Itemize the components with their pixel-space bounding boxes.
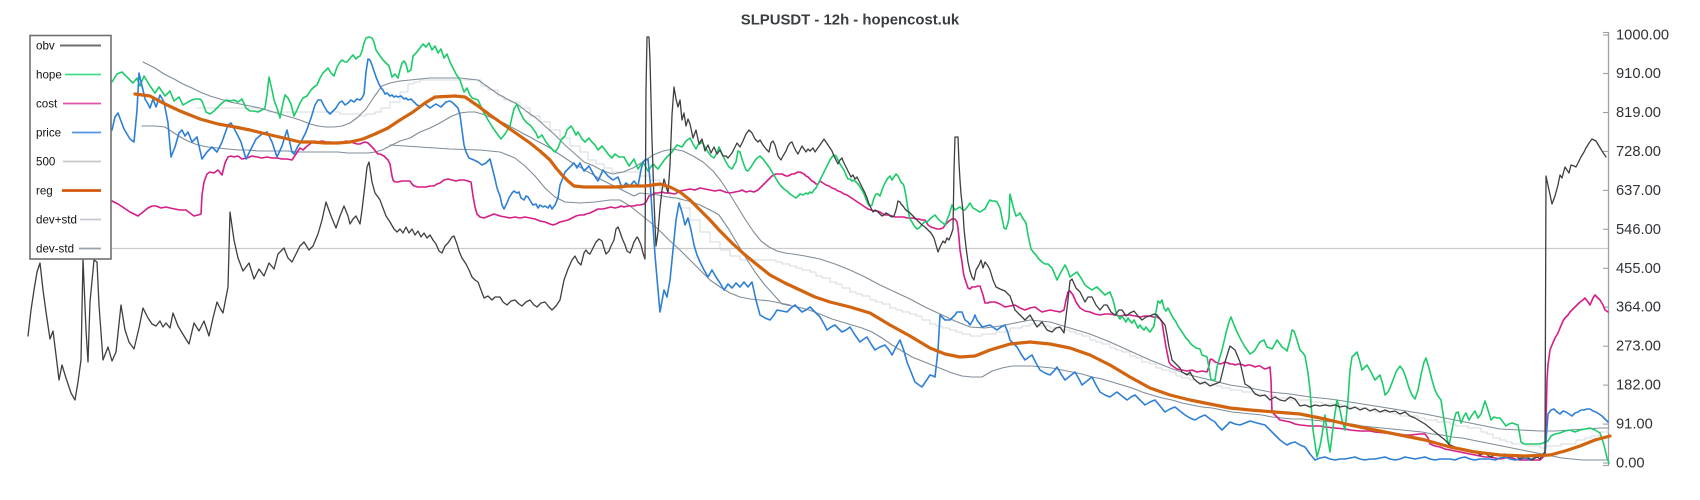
svg-text:455.00: 455.00 <box>1616 261 1661 277</box>
svg-text:546.00: 546.00 <box>1616 222 1661 238</box>
svg-text:obv: obv <box>36 40 55 53</box>
svg-text:cost: cost <box>36 98 58 111</box>
svg-text:819.00: 819.00 <box>1616 105 1661 121</box>
svg-text:182.00: 182.00 <box>1616 378 1661 394</box>
svg-text:SLPUSDT - 12h - hopencost.uk: SLPUSDT - 12h - hopencost.uk <box>741 13 960 29</box>
svg-text:1000.00: 1000.00 <box>1616 28 1669 44</box>
svg-text:500: 500 <box>36 156 55 169</box>
svg-text:910.00: 910.00 <box>1616 66 1661 82</box>
svg-text:price: price <box>36 127 61 140</box>
svg-text:0.00: 0.00 <box>1616 456 1645 472</box>
svg-text:hope: hope <box>36 69 62 82</box>
svg-text:dev+std: dev+std <box>36 214 77 227</box>
svg-text:91.00: 91.00 <box>1616 417 1653 433</box>
svg-text:reg: reg <box>36 185 53 198</box>
svg-text:728.00: 728.00 <box>1616 144 1661 160</box>
svg-text:637.00: 637.00 <box>1616 183 1661 199</box>
svg-text:dev-std: dev-std <box>36 243 74 256</box>
svg-text:364.00: 364.00 <box>1616 300 1661 316</box>
svg-text:273.00: 273.00 <box>1616 339 1661 355</box>
